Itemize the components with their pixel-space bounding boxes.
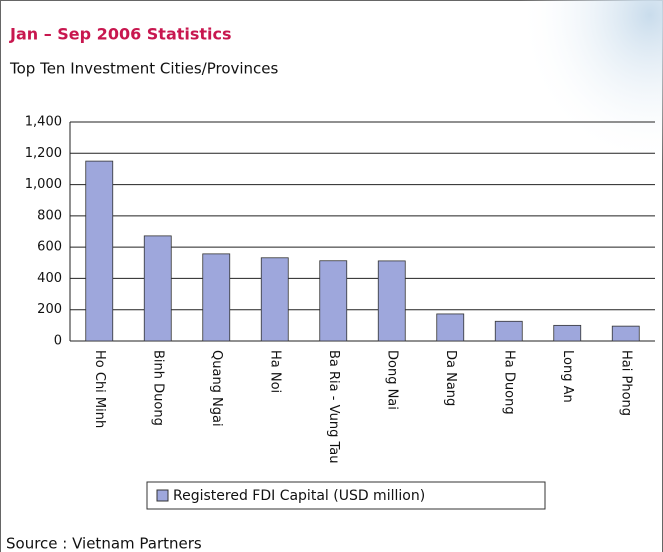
bar [85,160,114,342]
bar [202,253,231,342]
y-tick-label: 1,400 [25,115,62,130]
legend-box [146,481,546,510]
background-decoration [400,0,663,300]
source-note: Source : Vietnam Partners [6,535,202,552]
legend-swatch [156,489,169,502]
y-tick-label: 800 [37,208,62,223]
y-tick-label: 200 [37,302,62,317]
y-tick-label: 600 [37,240,62,255]
x-tick-label: Hai Phong [618,350,633,416]
x-tick-label: Ho Chi Minh [92,350,107,428]
bar [494,320,523,342]
x-tick-label: Dong Nai [384,350,399,410]
bar [611,325,640,342]
y-tick-label: 400 [37,271,62,286]
bar [436,313,465,342]
x-tick-label: Ba Ria - Vung Tau [326,350,341,463]
x-tick-label: Ha Duong [501,350,516,415]
bar [260,257,289,342]
x-tick-label: Da Nang [443,350,458,406]
y-tick-label: 0 [54,334,62,349]
x-tick-label: Ha Noi [267,350,282,393]
bar [319,260,348,342]
bar [143,235,172,342]
x-tick-label: Long An [560,350,575,403]
bar [377,260,406,342]
bar [553,324,582,342]
x-tick-label: Quang Ngai [209,350,224,427]
y-tick-label: 1,200 [25,146,62,161]
legend-label: Registered FDI Capital (USD million) [173,488,425,504]
chart-title: Jan – Sep 2006 Statistics [9,25,232,44]
x-tick-label: Binh Duong [150,350,165,426]
chart-subtitle: Top Ten Investment Cities/Provinces [9,60,279,78]
y-tick-label: 1,000 [25,177,62,192]
